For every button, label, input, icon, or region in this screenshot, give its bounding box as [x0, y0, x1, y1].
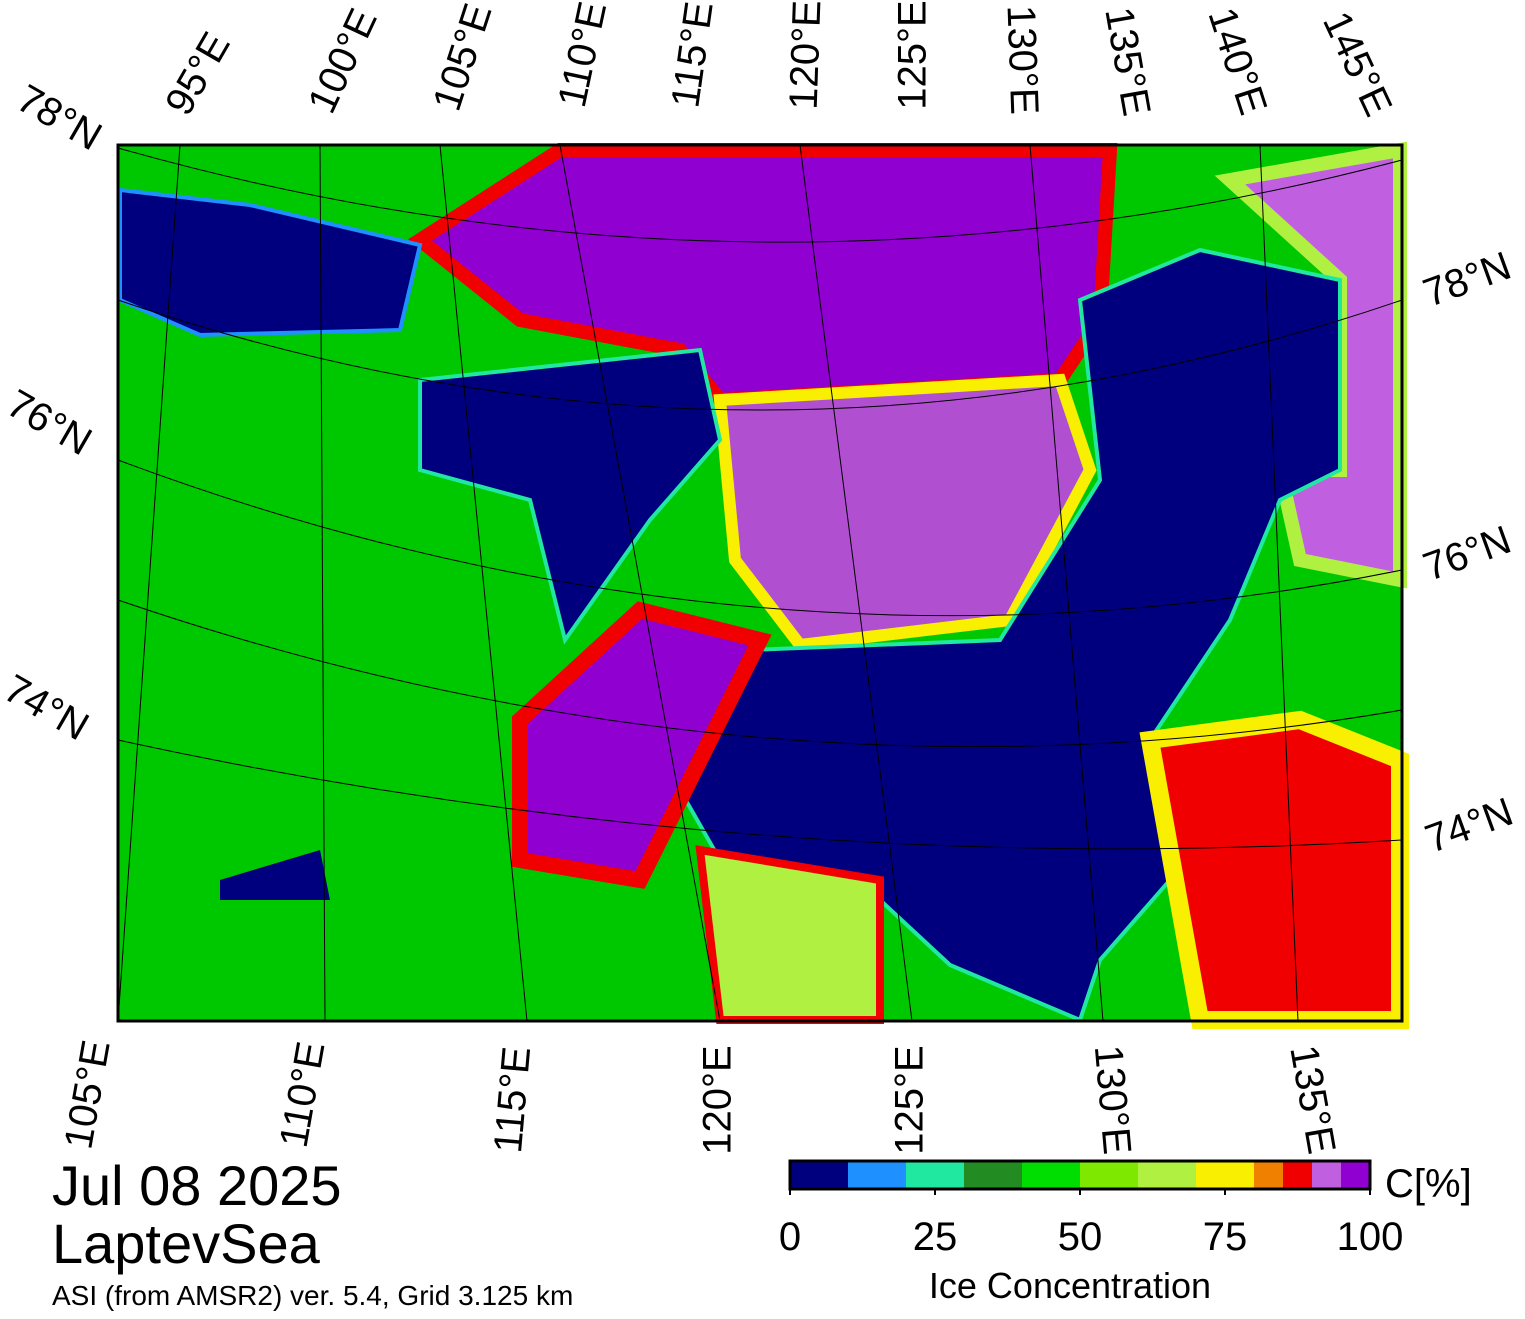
- graticule: [117, 144, 1403, 1022]
- graticule-label: 74°N: [1420, 790, 1519, 862]
- colorbar-tick-label: 75: [1203, 1215, 1248, 1259]
- graticule-label: 135°E: [1281, 1042, 1343, 1157]
- colorbar-segment: [1312, 1161, 1341, 1189]
- ice-pack: [1139, 710, 1409, 1029]
- colorbar-segment: [1138, 1161, 1196, 1189]
- date: Jul 08 2025: [52, 1154, 342, 1217]
- graticule-label: 130°E: [1086, 1043, 1139, 1156]
- ice-pack: [713, 373, 1097, 652]
- colorbar-segment: [848, 1161, 906, 1189]
- graticule-label: 100°E: [300, 2, 386, 120]
- graticule-label: 95°E: [157, 25, 239, 122]
- source: ASI (from AMSR2) ver. 5.4, Grid 3.125 km: [52, 1280, 573, 1311]
- graticule-label: 74°N: [0, 666, 96, 749]
- colorbar: 0 25 50 75 100 C[%] Ice Concentration: [779, 1159, 1472, 1306]
- sea: [220, 850, 330, 900]
- colorbar-segment: [964, 1161, 1022, 1189]
- colorbar-title: Ice Concentration: [929, 1265, 1211, 1306]
- colorbar-tick-label: 50: [1058, 1215, 1103, 1259]
- graticule-label: 140°E: [1199, 2, 1275, 120]
- map: [116, 141, 1409, 1029]
- colorbar-segment: [1022, 1161, 1080, 1189]
- graticule-label: 78°N: [10, 76, 109, 159]
- graticule-label: 135°E: [1096, 4, 1158, 119]
- graticule-label: 130°E: [999, 4, 1047, 115]
- graticule-label: 76°N: [0, 381, 99, 464]
- graticule-label: 115°E: [486, 1045, 539, 1155]
- graticule-label: 105°E: [425, 0, 501, 116]
- graticule-label: 115°E: [663, 0, 721, 110]
- colorbar-segment: [1341, 1161, 1370, 1189]
- colorbar-tick-label: 0: [779, 1215, 801, 1259]
- ice-pack: [695, 845, 884, 1024]
- graticule-label: 76°N: [1418, 518, 1517, 590]
- graticule-label: 110°E: [550, 0, 615, 111]
- sea: [418, 347, 723, 645]
- ice-pack: [512, 601, 772, 889]
- colorbar-segment: [1254, 1161, 1283, 1189]
- colorbar-segment: [1080, 1161, 1138, 1189]
- colorbar-tick-label: 100: [1337, 1215, 1404, 1259]
- colorbar-segment: [906, 1161, 964, 1189]
- graticule-label: 125°E: [888, 1045, 932, 1154]
- map-frame: [116, 143, 1404, 1023]
- graticule-label: 110°E: [272, 1038, 334, 1150]
- colorbar-segment: [1283, 1161, 1312, 1189]
- colorbar-tick-label: 25: [913, 1215, 958, 1259]
- graticule-label: 125°E: [891, 0, 935, 109]
- graticule-label: 120°E: [782, 0, 830, 110]
- sea: [118, 187, 423, 338]
- colorbar-unit: C[%]: [1385, 1162, 1472, 1206]
- graticule-label: 120°E: [696, 1045, 740, 1154]
- colorbar-segment: [1196, 1161, 1254, 1189]
- colorbar-segment: [790, 1161, 848, 1189]
- graticule-label: 78°N: [1418, 244, 1517, 316]
- graticule-label: 105°E: [56, 1037, 118, 1152]
- graticule-label: 145°E: [1314, 5, 1400, 123]
- region: LaptevSea: [52, 1212, 321, 1275]
